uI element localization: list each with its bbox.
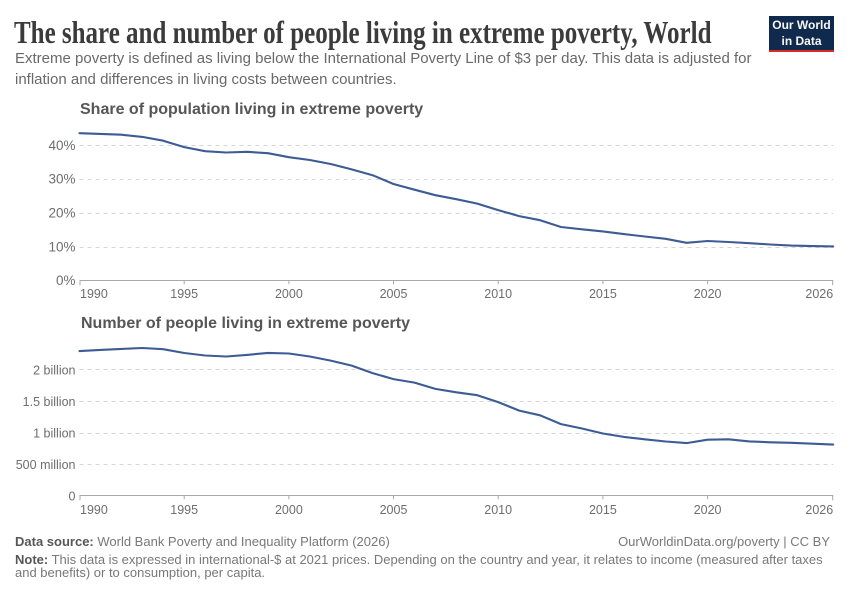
svg-text:1990: 1990 <box>80 503 108 517</box>
svg-text:1 billion: 1 billion <box>33 427 75 441</box>
svg-text:1995: 1995 <box>170 503 198 517</box>
svg-text:1995: 1995 <box>170 287 198 301</box>
svg-text:0%: 0% <box>56 273 76 288</box>
svg-text:2020: 2020 <box>694 503 722 517</box>
svg-text:2000: 2000 <box>275 503 303 517</box>
svg-text:20%: 20% <box>48 206 75 221</box>
svg-text:1.5 billion: 1.5 billion <box>23 395 76 409</box>
svg-text:2015: 2015 <box>589 503 617 517</box>
svg-text:2020: 2020 <box>694 287 722 301</box>
svg-text:2005: 2005 <box>380 287 408 301</box>
svg-text:40%: 40% <box>48 138 75 153</box>
svg-text:30%: 30% <box>48 172 75 187</box>
svg-text:2010: 2010 <box>484 503 512 517</box>
svg-text:1990: 1990 <box>80 287 108 301</box>
svg-text:500 million: 500 million <box>16 458 76 472</box>
svg-text:0: 0 <box>69 489 76 503</box>
svg-text:2000: 2000 <box>275 287 303 301</box>
svg-text:2 billion: 2 billion <box>33 363 75 377</box>
svg-text:2015: 2015 <box>589 287 617 301</box>
svg-text:2005: 2005 <box>380 503 408 517</box>
svg-text:2026: 2026 <box>805 503 833 517</box>
svg-text:10%: 10% <box>48 240 75 255</box>
svg-text:2026: 2026 <box>805 287 833 301</box>
svg-text:2010: 2010 <box>484 287 512 301</box>
